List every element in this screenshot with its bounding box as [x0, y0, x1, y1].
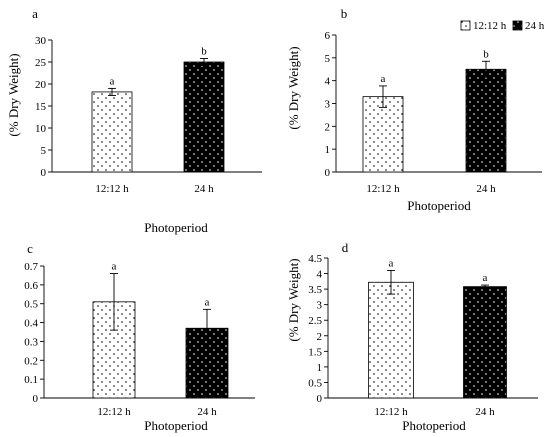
panel-b: 0 1 2 3 4 5 6 a 12:12 h b 24 h (% Dry Weight) Photop…: [286, 6, 542, 213]
legend: 12:12 h 24 h: [460, 20, 545, 32]
significance-letter: a: [205, 296, 210, 308]
category-label: 24 h: [476, 183, 496, 195]
category-label: 12:12 h: [97, 406, 131, 418]
significance-letter: a: [112, 261, 117, 273]
category-label: 24 h: [197, 406, 217, 418]
panel-d: 0 0.5 1 1.5 2 2.5 3 3.5 4 4.5 a 12:12 h a 24 h (% Dry …: [286, 240, 538, 433]
y-tick-label: 3.5: [308, 284, 322, 296]
significance-letter: a: [110, 75, 115, 87]
panel-label: a: [32, 6, 38, 21]
y-axis-title: (% Dry Weight): [286, 46, 301, 129]
legend-swatch-24h: [512, 20, 523, 31]
bar-24h: [463, 286, 507, 399]
x-axis-title: Photoperiod: [144, 220, 208, 235]
y-tick-label: 0.5: [24, 299, 38, 311]
legend-swatch-12-12h: [460, 20, 471, 31]
y-tick-label: 0: [325, 167, 331, 179]
panel-a: 0 5 10 15 20 25 30 a 12:12 h b 24 h (% Dry Weight) P…: [6, 6, 262, 235]
significance-letter: b: [483, 48, 489, 60]
y-tick-label: 0.4: [24, 318, 38, 330]
y-tick-label: 3: [325, 99, 331, 111]
y-tick-label: 0: [41, 167, 47, 179]
significance-letter: a: [389, 257, 394, 269]
legend-label-24h: 24 h: [525, 20, 545, 32]
y-tick-label: 2: [325, 121, 331, 133]
y-tick-label: 4.5: [308, 253, 322, 265]
category-label: 12:12 h: [366, 183, 400, 195]
category-label: 24 h: [194, 183, 214, 195]
y-tick-label: 0.5: [308, 377, 322, 389]
y-tick-label: 0.3: [24, 336, 38, 348]
bar-12-12h: [91, 91, 133, 173]
x-axis-title: Photoperiod: [407, 198, 471, 213]
y-axis-title: (% Dry Weight): [286, 258, 301, 341]
y-tick-label: 10: [35, 123, 47, 135]
y-tick-label: 0: [317, 393, 323, 405]
x-axis-title: Photoperiod: [144, 418, 208, 433]
y-axis-title: (% Dry Weight): [6, 53, 21, 136]
y-tick-label: 20: [35, 79, 47, 91]
significance-letter: b: [201, 45, 207, 57]
y-tick-label: 4: [325, 76, 331, 88]
panel-label: b: [341, 6, 348, 21]
y-tick-label: 0: [33, 393, 39, 405]
y-tick-label: 2.5: [308, 315, 322, 327]
y-tick-label: 30: [35, 35, 47, 47]
y-tick-label: 3: [317, 300, 323, 312]
legend-label-12-12h: 12:12 h: [473, 20, 507, 32]
y-tick-label: 5: [325, 53, 331, 65]
y-tick-label: 15: [35, 101, 47, 113]
y-tick-label: 5: [41, 145, 47, 157]
bar-12-12h: [362, 96, 404, 173]
panel-label: d: [342, 240, 349, 255]
bar-12-12h: [368, 281, 414, 399]
y-tick-label: 1: [317, 362, 323, 374]
y-tick-label: 0.7: [24, 261, 38, 273]
y-tick-label: 1.5: [308, 346, 322, 358]
category-label: 12:12 h: [374, 406, 408, 418]
bar-24h: [183, 61, 225, 173]
bar-24h: [465, 68, 507, 173]
y-tick-label: 0.6: [24, 280, 38, 292]
x-axis-title: Photoperiod: [402, 418, 466, 433]
panel-c: 0 0.1 0.2 0.3 0.4 0.5 0.6 0.7 a 12:12 h a 24 hPhoto…: [24, 241, 255, 433]
category-label: 12:12 h: [95, 183, 129, 195]
y-tick-label: 25: [35, 57, 47, 69]
panel-label: c: [27, 241, 33, 256]
category-label: 24 h: [475, 406, 495, 418]
significance-letter: a: [483, 272, 488, 284]
y-tick-label: 4: [317, 269, 323, 281]
y-tick-label: 0.1: [24, 374, 38, 386]
y-tick-label: 0.2: [24, 355, 38, 367]
significance-letter: a: [381, 73, 386, 85]
y-tick-label: 1: [325, 144, 331, 156]
y-tick-label: 6: [325, 30, 331, 42]
y-tick-label: 2: [317, 331, 323, 343]
